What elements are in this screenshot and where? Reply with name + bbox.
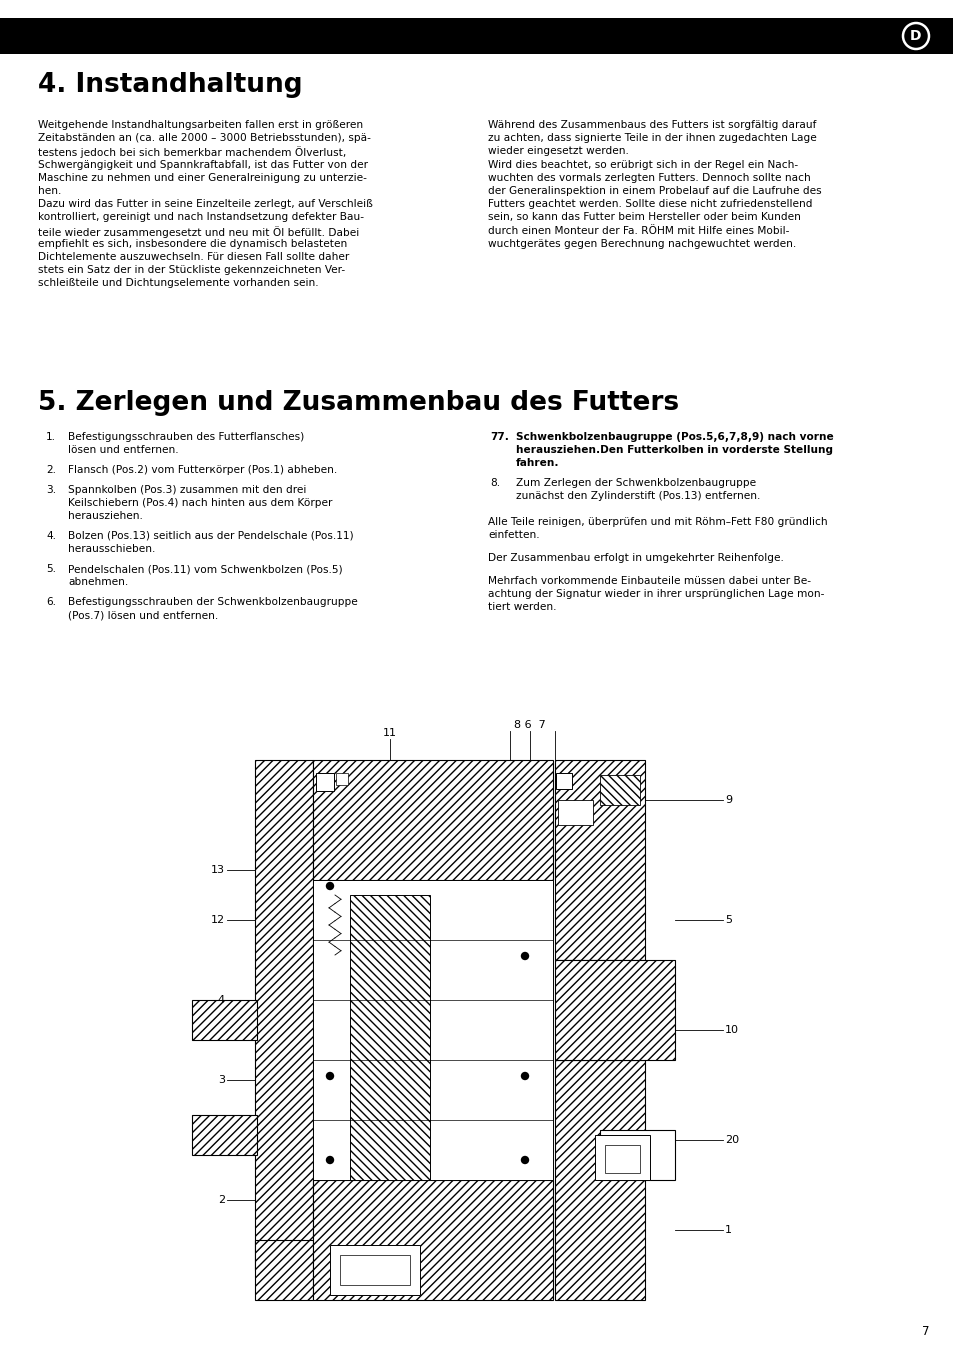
- Text: Befestigungsschrauben des Futterflansches): Befestigungsschrauben des Futterflansche…: [68, 432, 304, 441]
- Circle shape: [326, 883, 334, 890]
- Bar: [315, 773, 334, 791]
- Bar: [558, 800, 593, 825]
- Bar: [555, 960, 675, 1060]
- Text: hen.: hen.: [38, 185, 61, 196]
- Text: Während des Zusammenbaus des Futters ist sorgfältig darauf: Während des Zusammenbaus des Futters ist…: [488, 121, 816, 130]
- Text: 4. Instandhaltung: 4. Instandhaltung: [38, 72, 302, 97]
- Text: Schwenkbolzenbaugruppe (Pos.5,6,7,8,9) nach vorne: Schwenkbolzenbaugruppe (Pos.5,6,7,8,9) n…: [516, 432, 833, 441]
- Text: Bolzen (Pos.13) seitlich aus der Pendelschale (Pos.11): Bolzen (Pos.13) seitlich aus der Pendels…: [68, 531, 354, 542]
- Bar: [254, 760, 313, 1270]
- Text: schleißteile und Dichtungselemente vorhanden sein.: schleißteile und Dichtungselemente vorha…: [38, 279, 318, 288]
- Text: herausschieben.: herausschieben.: [68, 544, 155, 554]
- Text: wuchten des vormals zerlegten Futters. Dennoch sollte nach: wuchten des vormals zerlegten Futters. D…: [488, 173, 810, 183]
- Text: stets ein Satz der in der Stückliste gekennzeichneten Ver-: stets ein Satz der in der Stückliste gek…: [38, 265, 345, 275]
- Text: D: D: [909, 28, 921, 43]
- Text: Mehrfach vorkommende Einbauteile müssen dabei unter Be-: Mehrfach vorkommende Einbauteile müssen …: [488, 575, 810, 586]
- Text: Befestigungsschrauben der Schwenkbolzenbaugruppe: Befestigungsschrauben der Schwenkbolzenb…: [68, 597, 357, 607]
- Bar: [555, 760, 644, 960]
- Text: herausziehen.: herausziehen.: [68, 510, 143, 521]
- Text: tiert werden.: tiert werden.: [488, 603, 556, 612]
- Text: Der Zusammenbau erfolgt in umgekehrter Reihenfolge.: Der Zusammenbau erfolgt in umgekehrter R…: [488, 552, 783, 563]
- Text: achtung der Signatur wieder in ihrer ursprünglichen Lage mon-: achtung der Signatur wieder in ihrer urs…: [488, 589, 823, 598]
- Bar: [599, 774, 639, 806]
- Circle shape: [326, 1072, 334, 1079]
- Text: 8 6  7: 8 6 7: [514, 720, 545, 730]
- Text: 3: 3: [218, 1075, 225, 1085]
- Text: 5.: 5.: [46, 565, 56, 574]
- Text: Zum Zerlegen der Schwenkbolzenbaugruppe: Zum Zerlegen der Schwenkbolzenbaugruppe: [516, 478, 756, 487]
- Text: zunächst den Zylinderstift (Pos.13) entfernen.: zunächst den Zylinderstift (Pos.13) entf…: [516, 492, 760, 501]
- Text: 4: 4: [217, 995, 225, 1005]
- Text: Weitgehende Instandhaltungsarbeiten fallen erst in größeren: Weitgehende Instandhaltungsarbeiten fall…: [38, 121, 363, 130]
- Text: Zeitabständen an (ca. alle 2000 – 3000 Betriebsstunden), spä-: Zeitabständen an (ca. alle 2000 – 3000 B…: [38, 133, 371, 144]
- Text: 77.: 77.: [490, 432, 508, 441]
- Text: fahren.: fahren.: [516, 458, 558, 468]
- Bar: [192, 1001, 256, 1040]
- Text: 12: 12: [211, 915, 225, 925]
- Bar: [313, 880, 553, 1179]
- Text: 11: 11: [382, 728, 396, 738]
- Text: teile wieder zusammengesetzt und neu mit Öl befüllt. Dabei: teile wieder zusammengesetzt und neu mit…: [38, 226, 359, 237]
- Text: der Generalinspektion in einem Probelauf auf die Laufruhe des: der Generalinspektion in einem Probelauf…: [488, 185, 821, 196]
- Text: (Pos.7) lösen und entfernen.: (Pos.7) lösen und entfernen.: [68, 611, 218, 620]
- Text: 3.: 3.: [46, 485, 56, 496]
- Text: Dichtelemente auszuwechseln. Für diesen Fall sollte daher: Dichtelemente auszuwechseln. Für diesen …: [38, 252, 349, 263]
- Bar: [556, 773, 572, 789]
- Bar: [555, 1060, 644, 1300]
- Text: Dazu wird das Futter in seine Einzelteile zerlegt, auf Verschleiß: Dazu wird das Futter in seine Einzelteil…: [38, 199, 373, 210]
- Bar: [192, 1114, 256, 1155]
- Text: 13: 13: [211, 865, 225, 875]
- Bar: [254, 1240, 313, 1300]
- Text: abnehmen.: abnehmen.: [68, 577, 128, 588]
- Bar: [604, 1145, 639, 1173]
- Bar: [0, 18, 953, 54]
- Text: 7: 7: [922, 1326, 929, 1338]
- Text: 2: 2: [217, 1196, 225, 1205]
- Text: lösen und entfernen.: lösen und entfernen.: [68, 445, 178, 455]
- Text: sein, so kann das Futter beim Hersteller oder beim Kunden: sein, so kann das Futter beim Hersteller…: [488, 213, 800, 222]
- Circle shape: [326, 1156, 334, 1163]
- Text: wieder eingesetzt werden.: wieder eingesetzt werden.: [488, 146, 628, 157]
- Circle shape: [521, 952, 528, 960]
- Text: empfiehlt es sich, insbesondere die dynamisch belasteten: empfiehlt es sich, insbesondere die dyna…: [38, 238, 347, 249]
- Text: wuchtgerätes gegen Berechnung nachgewuchtet werden.: wuchtgerätes gegen Berechnung nachgewuch…: [488, 238, 796, 249]
- Bar: [335, 773, 348, 785]
- Text: herausziehen.Den Futterkolben in vorderste Stellung: herausziehen.Den Futterkolben in vorders…: [516, 445, 832, 455]
- Circle shape: [521, 1072, 528, 1079]
- Text: 4.: 4.: [46, 531, 56, 542]
- Text: 10: 10: [724, 1025, 739, 1034]
- Text: 1.: 1.: [46, 432, 56, 441]
- Bar: [599, 1131, 675, 1179]
- Text: testens jedoch bei sich bemerkbar machendem Ölverlust,: testens jedoch bei sich bemerkbar machen…: [38, 146, 346, 158]
- Text: 9: 9: [724, 795, 731, 806]
- Bar: [313, 760, 553, 880]
- Text: kontrolliert, gereinigt und nach Instandsetzung defekter Bau-: kontrolliert, gereinigt und nach Instand…: [38, 213, 364, 222]
- Text: Flansch (Pos.2) vom Futterкörper (Pos.1) abheben.: Flansch (Pos.2) vom Futterкörper (Pos.1)…: [68, 464, 337, 475]
- Bar: [313, 1179, 553, 1300]
- Bar: [350, 895, 430, 1179]
- Text: Keilschiebern (Pos.4) nach hinten aus dem Körper: Keilschiebern (Pos.4) nach hinten aus de…: [68, 498, 332, 508]
- Text: einfetten.: einfetten.: [488, 529, 539, 540]
- Text: 5: 5: [724, 915, 731, 925]
- Bar: [330, 1244, 419, 1294]
- Text: durch einen Monteur der Fa. RÖHM mit Hilfe eines Mobil-: durch einen Monteur der Fa. RÖHM mit Hil…: [488, 226, 788, 236]
- Bar: [595, 1135, 649, 1179]
- Text: 1: 1: [724, 1225, 731, 1235]
- Text: 6.: 6.: [46, 597, 56, 607]
- Text: 5. Zerlegen und Zusammenbau des Futters: 5. Zerlegen und Zusammenbau des Futters: [38, 390, 679, 416]
- Text: 8.: 8.: [490, 478, 499, 487]
- Circle shape: [521, 1156, 528, 1163]
- Text: Spannkolben (Pos.3) zusammen mit den drei: Spannkolben (Pos.3) zusammen mit den dre…: [68, 485, 306, 496]
- Text: 20: 20: [724, 1135, 739, 1145]
- Text: Wird dies beachtet, so erübrigt sich in der Regel ein Nach-: Wird dies beachtet, so erübrigt sich in …: [488, 160, 798, 169]
- Text: Schwergängigkeit und Spannkraftabfall, ist das Futter von der: Schwergängigkeit und Spannkraftabfall, i…: [38, 160, 368, 169]
- Text: zu achten, dass signierte Teile in der ihnen zugedachten Lage: zu achten, dass signierte Teile in der i…: [488, 133, 816, 144]
- Bar: [339, 1255, 410, 1285]
- Text: Alle Teile reinigen, überprüfen und mit Röhm–Fett F80 gründlich: Alle Teile reinigen, überprüfen und mit …: [488, 517, 827, 527]
- Text: Futters geachtet werden. Sollte diese nicht zufriedenstellend: Futters geachtet werden. Sollte diese ni…: [488, 199, 812, 210]
- Text: Pendelschalen (Pos.11) vom Schwenkbolzen (Pos.5): Pendelschalen (Pos.11) vom Schwenkbolzen…: [68, 565, 342, 574]
- Text: Maschine zu nehmen und einer Generalreinigung zu unterzie-: Maschine zu nehmen und einer Generalrein…: [38, 173, 367, 183]
- Text: 2.: 2.: [46, 464, 56, 475]
